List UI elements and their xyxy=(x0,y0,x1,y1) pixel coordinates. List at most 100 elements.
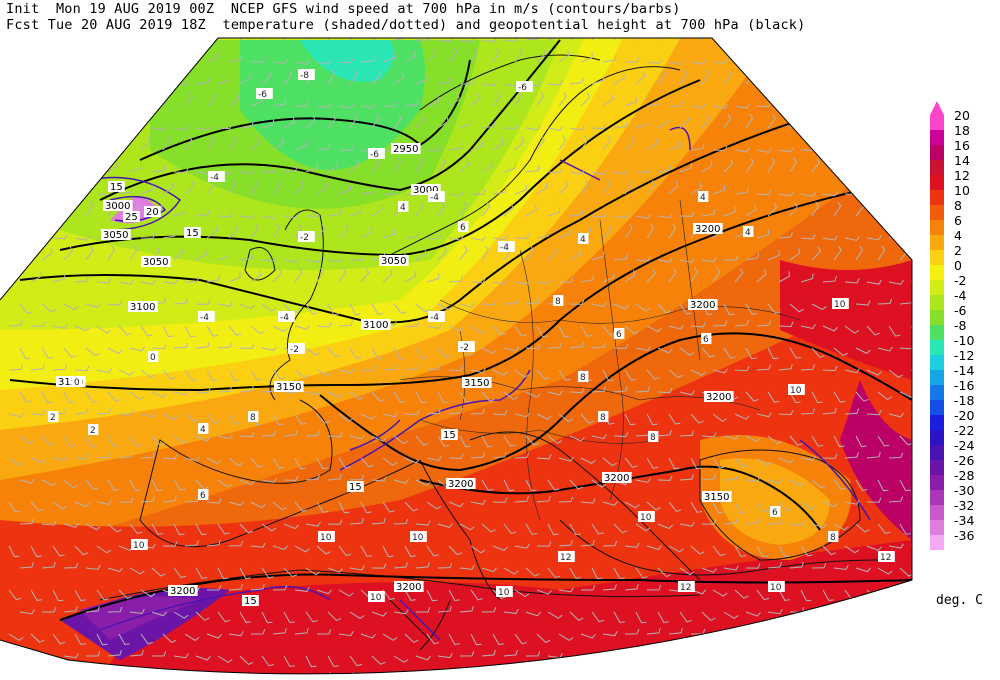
wind-barb xyxy=(426,97,440,107)
wind-barb xyxy=(712,320,728,327)
wind-barb xyxy=(349,255,365,261)
wind-barb xyxy=(679,69,688,85)
wind-barb xyxy=(349,518,364,525)
wind-barb xyxy=(778,633,793,643)
wind-barb xyxy=(899,479,911,492)
wind-barb xyxy=(272,584,288,591)
wind-barb xyxy=(195,567,208,579)
wind-barb xyxy=(668,627,683,635)
wind-barb xyxy=(8,147,24,153)
wind-barb xyxy=(668,369,683,379)
colorbar-level-label: -26 xyxy=(954,453,974,468)
wind-barb xyxy=(547,125,563,131)
map-frame xyxy=(0,37,913,675)
wind-barb xyxy=(283,567,298,578)
wind-barb xyxy=(877,81,893,87)
wind-barb xyxy=(118,451,133,459)
wind-barb xyxy=(514,369,530,378)
wind-barb xyxy=(173,38,187,41)
wind-barb xyxy=(272,99,287,107)
header-line-forecast: Fcst Tue 20 AUG 2019 18Z temperature (sh… xyxy=(6,17,806,33)
colorbar-swatch xyxy=(930,400,944,415)
wind-barb xyxy=(19,157,28,173)
wind-barb xyxy=(690,369,706,376)
wind-barb xyxy=(888,369,904,378)
wind-barb xyxy=(393,303,407,314)
wind-barb xyxy=(558,135,567,151)
wind-barb xyxy=(52,191,68,197)
wind-barb xyxy=(833,479,847,490)
wind-barb xyxy=(679,303,692,315)
wind-barb xyxy=(635,71,646,85)
wind-barb xyxy=(459,201,468,217)
wind-barb xyxy=(536,135,545,151)
wind-barb xyxy=(855,121,870,129)
wind-barb xyxy=(646,325,662,333)
wind-barb xyxy=(415,38,431,41)
wind-barb xyxy=(800,364,815,371)
geopotential-label: 3150 xyxy=(464,378,489,389)
colorbar-level-label: -8 xyxy=(954,318,967,333)
wind-barb xyxy=(316,182,328,195)
wind-barb xyxy=(382,269,393,283)
wind-barb xyxy=(415,655,431,661)
wind-barb xyxy=(756,53,770,63)
geopotential-label-bg xyxy=(128,301,158,312)
geopotential-label-bg xyxy=(446,478,476,489)
wind-barb xyxy=(173,435,189,444)
wind-barb xyxy=(19,609,35,615)
wind-barb xyxy=(195,77,210,85)
wind-barb xyxy=(448,276,463,283)
wind-barb xyxy=(184,277,200,283)
wind-barb xyxy=(602,94,614,107)
wind-barb xyxy=(844,278,860,284)
wind-barb xyxy=(723,303,735,316)
wind-barb xyxy=(778,99,793,107)
wind-barb xyxy=(679,162,692,173)
wind-barb xyxy=(844,235,860,241)
wind-barb xyxy=(52,49,63,63)
windspeed-label-bg xyxy=(144,206,161,217)
wind-barb xyxy=(767,391,780,403)
wind-barb xyxy=(602,631,618,637)
wind-barb xyxy=(360,268,370,283)
wind-barb xyxy=(745,252,760,261)
wind-barb xyxy=(140,325,153,337)
wind-barb xyxy=(591,75,605,85)
wind-barb xyxy=(536,454,552,460)
wind-barb xyxy=(492,497,508,503)
wind-barb xyxy=(30,589,42,601)
wind-barb xyxy=(261,119,275,129)
wind-barb xyxy=(833,650,849,657)
wind-barb xyxy=(668,545,684,553)
temperature-label-bg xyxy=(398,201,409,212)
wind-barb xyxy=(756,633,772,641)
wind-barb xyxy=(701,473,716,481)
wind-barb xyxy=(668,223,677,239)
wind-barb xyxy=(613,523,628,534)
wind-barb xyxy=(811,158,821,173)
wind-barb xyxy=(85,38,101,43)
temperature-label-bg xyxy=(558,551,575,562)
wind-barb xyxy=(690,322,706,328)
wind-barb xyxy=(426,273,440,283)
wind-barb xyxy=(283,70,293,85)
colorbar-level-label: -2 xyxy=(954,273,966,288)
wind-barb xyxy=(558,228,571,239)
wind-barb xyxy=(272,138,284,151)
wind-barb xyxy=(107,121,122,129)
wind-barb xyxy=(294,501,308,512)
wind-barb xyxy=(558,413,573,423)
wind-barb xyxy=(822,48,832,63)
wind-barb xyxy=(305,521,321,527)
wind-barb xyxy=(327,611,342,622)
wind-barb xyxy=(558,277,574,283)
wind-barb xyxy=(646,369,660,380)
temperature-label-bg xyxy=(553,295,564,306)
wind-barb xyxy=(349,655,363,667)
wind-barb xyxy=(756,101,772,108)
wind-barb xyxy=(866,325,880,336)
wind-barb xyxy=(63,246,73,261)
wind-barb xyxy=(712,501,724,514)
colorbar-level-label: -36 xyxy=(954,528,974,543)
